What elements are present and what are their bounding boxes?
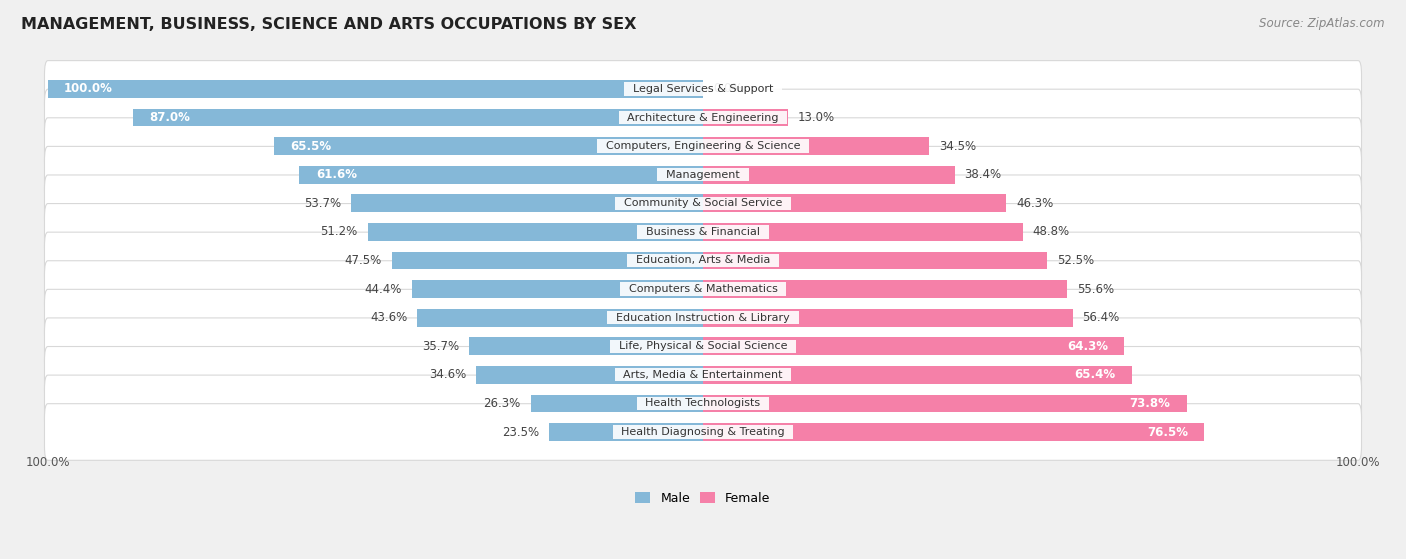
Text: 48.8%: 48.8% — [1032, 225, 1070, 238]
Text: 53.7%: 53.7% — [304, 197, 342, 210]
Text: Education Instruction & Library: Education Instruction & Library — [609, 312, 797, 323]
Text: 38.4%: 38.4% — [965, 168, 1001, 181]
FancyBboxPatch shape — [45, 60, 1361, 117]
Text: Source: ZipAtlas.com: Source: ZipAtlas.com — [1260, 17, 1385, 30]
FancyBboxPatch shape — [45, 290, 1361, 346]
Text: 65.5%: 65.5% — [290, 140, 332, 153]
Text: Health Technologists: Health Technologists — [638, 399, 768, 409]
Text: Legal Services & Support: Legal Services & Support — [626, 84, 780, 94]
Bar — [470, 338, 703, 355]
Text: 61.6%: 61.6% — [316, 168, 357, 181]
Legend: Male, Female: Male, Female — [630, 487, 776, 510]
Text: Computers, Engineering & Science: Computers, Engineering & Science — [599, 141, 807, 151]
Text: Arts, Media & Entertainment: Arts, Media & Entertainment — [616, 370, 790, 380]
FancyBboxPatch shape — [45, 318, 1361, 375]
Text: Architecture & Engineering: Architecture & Engineering — [620, 112, 786, 122]
FancyBboxPatch shape — [45, 146, 1361, 203]
Text: 65.4%: 65.4% — [1074, 368, 1115, 381]
Text: 35.7%: 35.7% — [422, 340, 460, 353]
Text: 34.5%: 34.5% — [939, 140, 976, 153]
Text: 13.0%: 13.0% — [799, 111, 835, 124]
Text: Community & Social Service: Community & Social Service — [617, 198, 789, 209]
Bar — [703, 423, 1205, 441]
Text: 87.0%: 87.0% — [149, 111, 190, 124]
FancyBboxPatch shape — [45, 232, 1361, 289]
Text: 46.3%: 46.3% — [1017, 197, 1053, 210]
Bar — [412, 280, 703, 298]
Text: 44.4%: 44.4% — [366, 282, 402, 296]
Text: Computers & Mathematics: Computers & Mathematics — [621, 284, 785, 294]
Text: 23.5%: 23.5% — [502, 425, 538, 438]
FancyBboxPatch shape — [45, 118, 1361, 174]
Text: 56.4%: 56.4% — [1083, 311, 1119, 324]
Bar — [703, 108, 789, 126]
FancyBboxPatch shape — [45, 375, 1361, 432]
Bar — [418, 309, 703, 326]
Text: Business & Financial: Business & Financial — [638, 227, 768, 237]
Text: 0.0%: 0.0% — [713, 82, 742, 96]
Bar — [703, 223, 1022, 241]
Text: 52.5%: 52.5% — [1057, 254, 1094, 267]
Text: 100.0%: 100.0% — [65, 82, 112, 96]
Bar — [392, 252, 703, 269]
Bar — [703, 166, 955, 183]
Text: 26.3%: 26.3% — [484, 397, 520, 410]
Text: 43.6%: 43.6% — [370, 311, 408, 324]
Bar — [299, 166, 703, 183]
Bar — [703, 137, 929, 155]
FancyBboxPatch shape — [45, 260, 1361, 318]
FancyBboxPatch shape — [45, 175, 1361, 231]
Text: 55.6%: 55.6% — [1077, 282, 1115, 296]
Bar — [367, 223, 703, 241]
Text: 76.5%: 76.5% — [1147, 425, 1188, 438]
Bar — [134, 108, 703, 126]
Text: Health Diagnosing & Treating: Health Diagnosing & Treating — [614, 427, 792, 437]
FancyBboxPatch shape — [45, 89, 1361, 146]
Bar — [703, 366, 1132, 383]
Bar — [703, 252, 1047, 269]
Text: 73.8%: 73.8% — [1129, 397, 1170, 410]
Bar — [548, 423, 703, 441]
Bar — [703, 309, 1073, 326]
Bar — [477, 366, 703, 383]
Text: MANAGEMENT, BUSINESS, SCIENCE AND ARTS OCCUPATIONS BY SEX: MANAGEMENT, BUSINESS, SCIENCE AND ARTS O… — [21, 17, 637, 32]
Bar — [48, 80, 703, 98]
Bar — [274, 137, 703, 155]
Text: Education, Arts & Media: Education, Arts & Media — [628, 255, 778, 266]
Text: 64.3%: 64.3% — [1067, 340, 1108, 353]
Text: 51.2%: 51.2% — [321, 225, 357, 238]
Bar — [703, 280, 1067, 298]
Bar — [352, 195, 703, 212]
FancyBboxPatch shape — [45, 203, 1361, 260]
FancyBboxPatch shape — [45, 347, 1361, 403]
Text: 100.0%: 100.0% — [1336, 456, 1381, 470]
Bar — [703, 395, 1187, 413]
Bar — [703, 195, 1007, 212]
Text: Management: Management — [659, 170, 747, 179]
Text: 47.5%: 47.5% — [344, 254, 382, 267]
FancyBboxPatch shape — [45, 404, 1361, 460]
Text: 100.0%: 100.0% — [25, 456, 70, 470]
Text: Life, Physical & Social Science: Life, Physical & Social Science — [612, 341, 794, 351]
Bar — [703, 338, 1125, 355]
Text: 34.6%: 34.6% — [429, 368, 467, 381]
Bar — [530, 395, 703, 413]
